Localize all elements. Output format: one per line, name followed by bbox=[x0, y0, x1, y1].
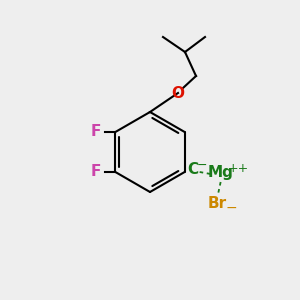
Text: ++: ++ bbox=[228, 161, 249, 175]
Text: Br: Br bbox=[208, 196, 227, 211]
Text: F: F bbox=[90, 164, 100, 179]
Text: F: F bbox=[90, 124, 100, 140]
Text: −: − bbox=[196, 158, 207, 172]
Text: −: − bbox=[226, 201, 238, 215]
Text: O: O bbox=[172, 85, 184, 100]
Text: Mg: Mg bbox=[208, 166, 234, 181]
Text: C: C bbox=[187, 163, 198, 178]
